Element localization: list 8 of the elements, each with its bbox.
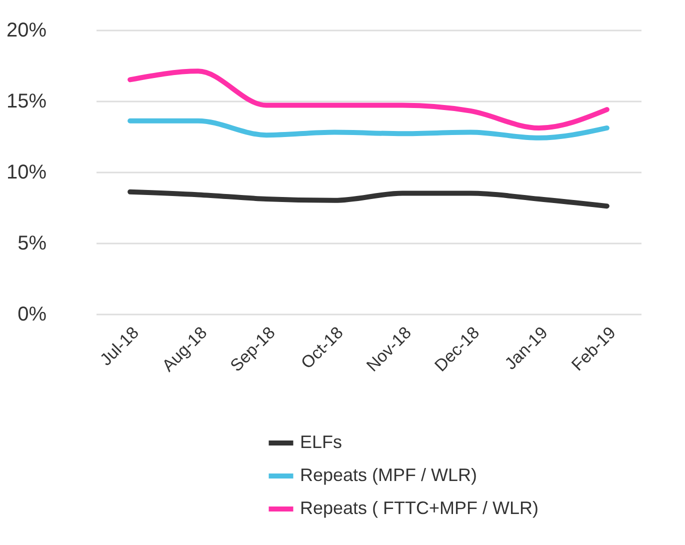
y-tick-label: 10% <box>6 162 47 184</box>
legend-label: Repeats ( FTTC+MPF / WLR) <box>300 498 539 518</box>
legend-label: ELFs <box>300 432 342 452</box>
y-tick-label: 5% <box>18 232 47 254</box>
y-tick-label: 0% <box>18 304 47 326</box>
legend-label: Repeats (MPF / WLR) <box>300 465 478 485</box>
y-tick-label: 15% <box>6 90 47 112</box>
y-tick-label: 20% <box>6 20 47 42</box>
